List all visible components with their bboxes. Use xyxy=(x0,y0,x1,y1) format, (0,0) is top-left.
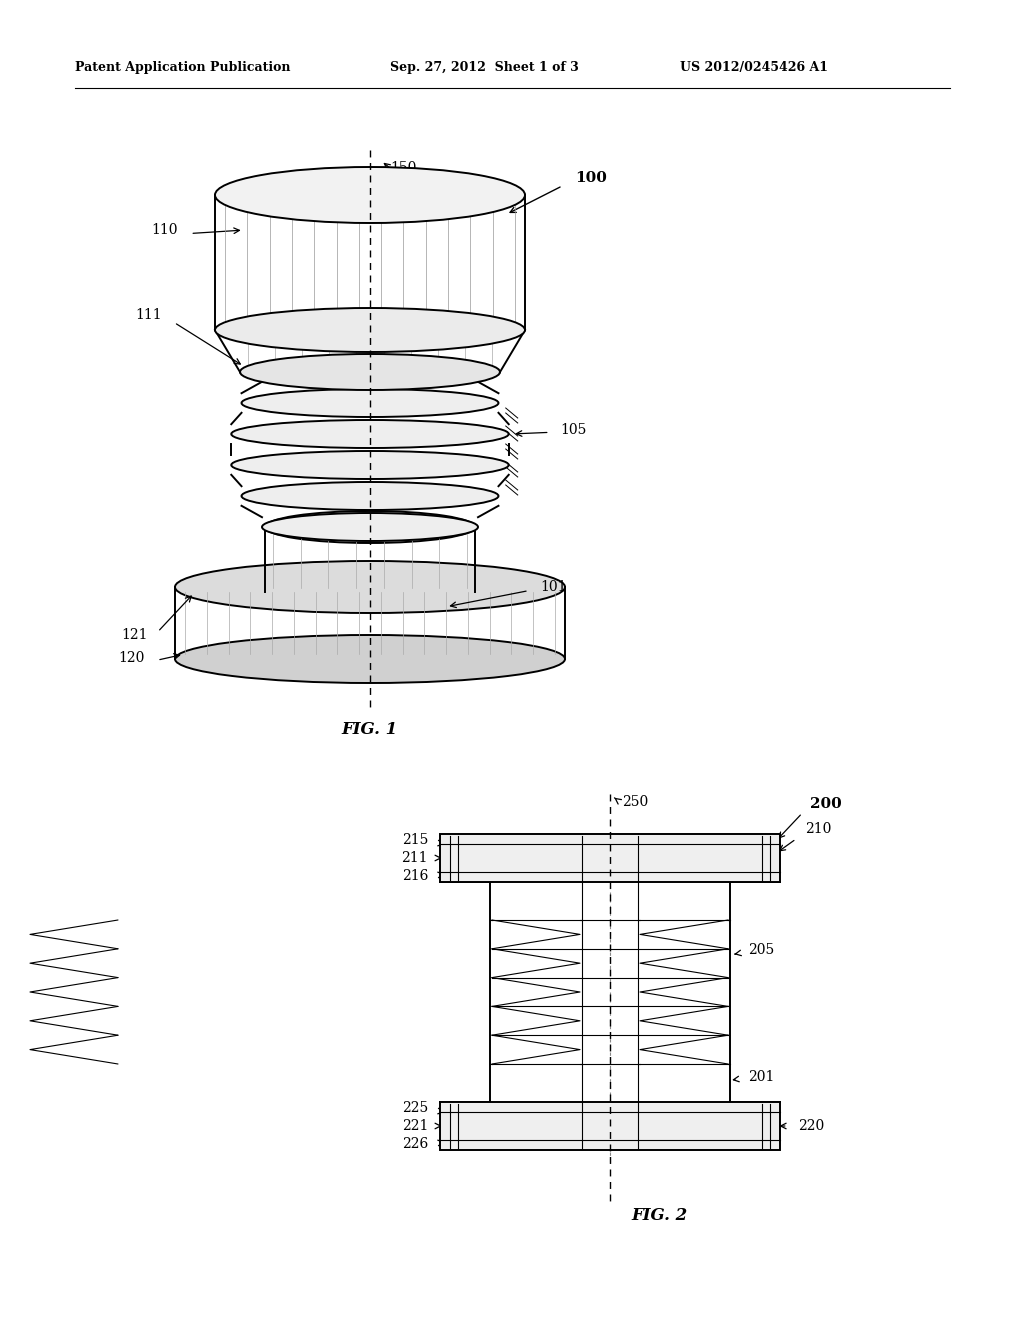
Bar xyxy=(440,834,780,882)
Text: 111: 111 xyxy=(135,308,162,322)
Text: 225: 225 xyxy=(401,1101,428,1115)
Text: 150: 150 xyxy=(390,161,417,176)
Ellipse shape xyxy=(175,561,565,612)
Ellipse shape xyxy=(262,358,478,385)
Text: 100: 100 xyxy=(575,172,607,185)
Text: 205: 205 xyxy=(748,942,774,957)
Text: FIG. 1: FIG. 1 xyxy=(342,721,398,738)
Text: Sep. 27, 2012  Sheet 1 of 3: Sep. 27, 2012 Sheet 1 of 3 xyxy=(390,62,579,74)
Text: 200: 200 xyxy=(810,797,842,810)
Ellipse shape xyxy=(231,451,509,479)
Text: US 2012/0245426 A1: US 2012/0245426 A1 xyxy=(680,62,828,74)
Ellipse shape xyxy=(265,511,475,543)
Ellipse shape xyxy=(215,168,525,223)
Text: 220: 220 xyxy=(798,1119,824,1133)
Ellipse shape xyxy=(242,389,499,417)
Text: 101: 101 xyxy=(540,579,566,594)
Ellipse shape xyxy=(242,482,499,510)
Text: 250: 250 xyxy=(622,795,648,809)
Text: 105: 105 xyxy=(560,422,587,437)
Text: FIG. 2: FIG. 2 xyxy=(632,1206,688,1224)
Text: 201: 201 xyxy=(748,1071,774,1084)
Bar xyxy=(440,1102,780,1150)
Text: 215: 215 xyxy=(401,833,428,847)
Text: Patent Application Publication: Patent Application Publication xyxy=(75,62,291,74)
Text: 110: 110 xyxy=(152,223,178,238)
Text: 221: 221 xyxy=(401,1119,428,1133)
Text: 211: 211 xyxy=(401,851,428,865)
Text: 210: 210 xyxy=(805,822,831,836)
Ellipse shape xyxy=(215,308,525,352)
Text: 121: 121 xyxy=(122,628,148,642)
Ellipse shape xyxy=(262,513,478,541)
Ellipse shape xyxy=(231,420,509,447)
Text: 216: 216 xyxy=(401,869,428,883)
Text: 226: 226 xyxy=(401,1137,428,1151)
Ellipse shape xyxy=(175,635,565,682)
Text: 120: 120 xyxy=(119,651,145,665)
Ellipse shape xyxy=(240,354,500,389)
